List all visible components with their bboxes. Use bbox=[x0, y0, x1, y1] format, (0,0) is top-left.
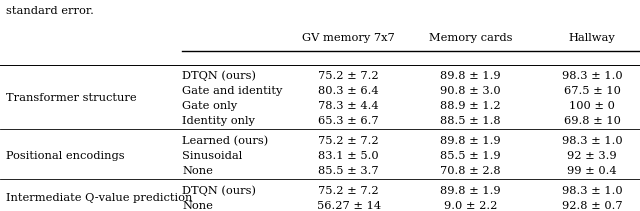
Text: 65.3 ± 6.7: 65.3 ± 6.7 bbox=[319, 116, 379, 126]
Text: 70.8 ± 2.8: 70.8 ± 2.8 bbox=[440, 166, 500, 176]
Text: DTQN (ours): DTQN (ours) bbox=[182, 70, 257, 81]
Text: 75.2 ± 7.2: 75.2 ± 7.2 bbox=[319, 186, 379, 196]
Text: Gate only: Gate only bbox=[182, 101, 237, 111]
Text: 99 ± 0.4: 99 ± 0.4 bbox=[567, 166, 617, 176]
Text: 98.3 ± 1.0: 98.3 ± 1.0 bbox=[562, 71, 622, 81]
Text: Learned (ours): Learned (ours) bbox=[182, 135, 269, 146]
Text: Hallway: Hallway bbox=[568, 33, 616, 43]
Text: Intermediate Q-value prediction: Intermediate Q-value prediction bbox=[6, 193, 193, 203]
Text: 92.8 ± 0.7: 92.8 ± 0.7 bbox=[562, 201, 622, 211]
Text: 80.3 ± 6.4: 80.3 ± 6.4 bbox=[319, 86, 379, 96]
Text: 98.3 ± 1.0: 98.3 ± 1.0 bbox=[562, 186, 622, 196]
Text: 78.3 ± 4.4: 78.3 ± 4.4 bbox=[319, 101, 379, 111]
Text: 75.2 ± 7.2: 75.2 ± 7.2 bbox=[319, 71, 379, 81]
Text: standard error.: standard error. bbox=[6, 6, 94, 16]
Text: Positional encodings: Positional encodings bbox=[6, 151, 125, 161]
Text: 75.2 ± 7.2: 75.2 ± 7.2 bbox=[319, 136, 379, 146]
Text: GV memory 7x7: GV memory 7x7 bbox=[303, 33, 395, 43]
Text: Gate and identity: Gate and identity bbox=[182, 86, 283, 96]
Text: 89.8 ± 1.9: 89.8 ± 1.9 bbox=[440, 136, 500, 146]
Text: 85.5 ± 3.7: 85.5 ± 3.7 bbox=[319, 166, 379, 176]
Text: 98.3 ± 1.0: 98.3 ± 1.0 bbox=[562, 136, 622, 146]
Text: 88.5 ± 1.8: 88.5 ± 1.8 bbox=[440, 116, 500, 126]
Text: 56.27 ± 14: 56.27 ± 14 bbox=[317, 201, 381, 211]
Text: 88.9 ± 1.2: 88.9 ± 1.2 bbox=[440, 101, 500, 111]
Text: 89.8 ± 1.9: 89.8 ± 1.9 bbox=[440, 71, 500, 81]
Text: 100 ± 0: 100 ± 0 bbox=[569, 101, 615, 111]
Text: Memory cards: Memory cards bbox=[429, 33, 512, 43]
Text: 9.0 ± 2.2: 9.0 ± 2.2 bbox=[444, 201, 497, 211]
Text: 67.5 ± 10: 67.5 ± 10 bbox=[564, 86, 620, 96]
Text: 90.8 ± 3.0: 90.8 ± 3.0 bbox=[440, 86, 500, 96]
Text: 92 ± 3.9: 92 ± 3.9 bbox=[567, 151, 617, 161]
Text: 89.8 ± 1.9: 89.8 ± 1.9 bbox=[440, 186, 500, 196]
Text: 69.8 ± 10: 69.8 ± 10 bbox=[564, 116, 620, 126]
Text: None: None bbox=[182, 201, 213, 211]
Text: Sinusoidal: Sinusoidal bbox=[182, 151, 243, 161]
Text: DTQN (ours): DTQN (ours) bbox=[182, 185, 257, 196]
Text: Identity only: Identity only bbox=[182, 116, 255, 126]
Text: Transformer structure: Transformer structure bbox=[6, 93, 137, 103]
Text: 85.5 ± 1.9: 85.5 ± 1.9 bbox=[440, 151, 500, 161]
Text: 83.1 ± 5.0: 83.1 ± 5.0 bbox=[319, 151, 379, 161]
Text: None: None bbox=[182, 166, 213, 176]
